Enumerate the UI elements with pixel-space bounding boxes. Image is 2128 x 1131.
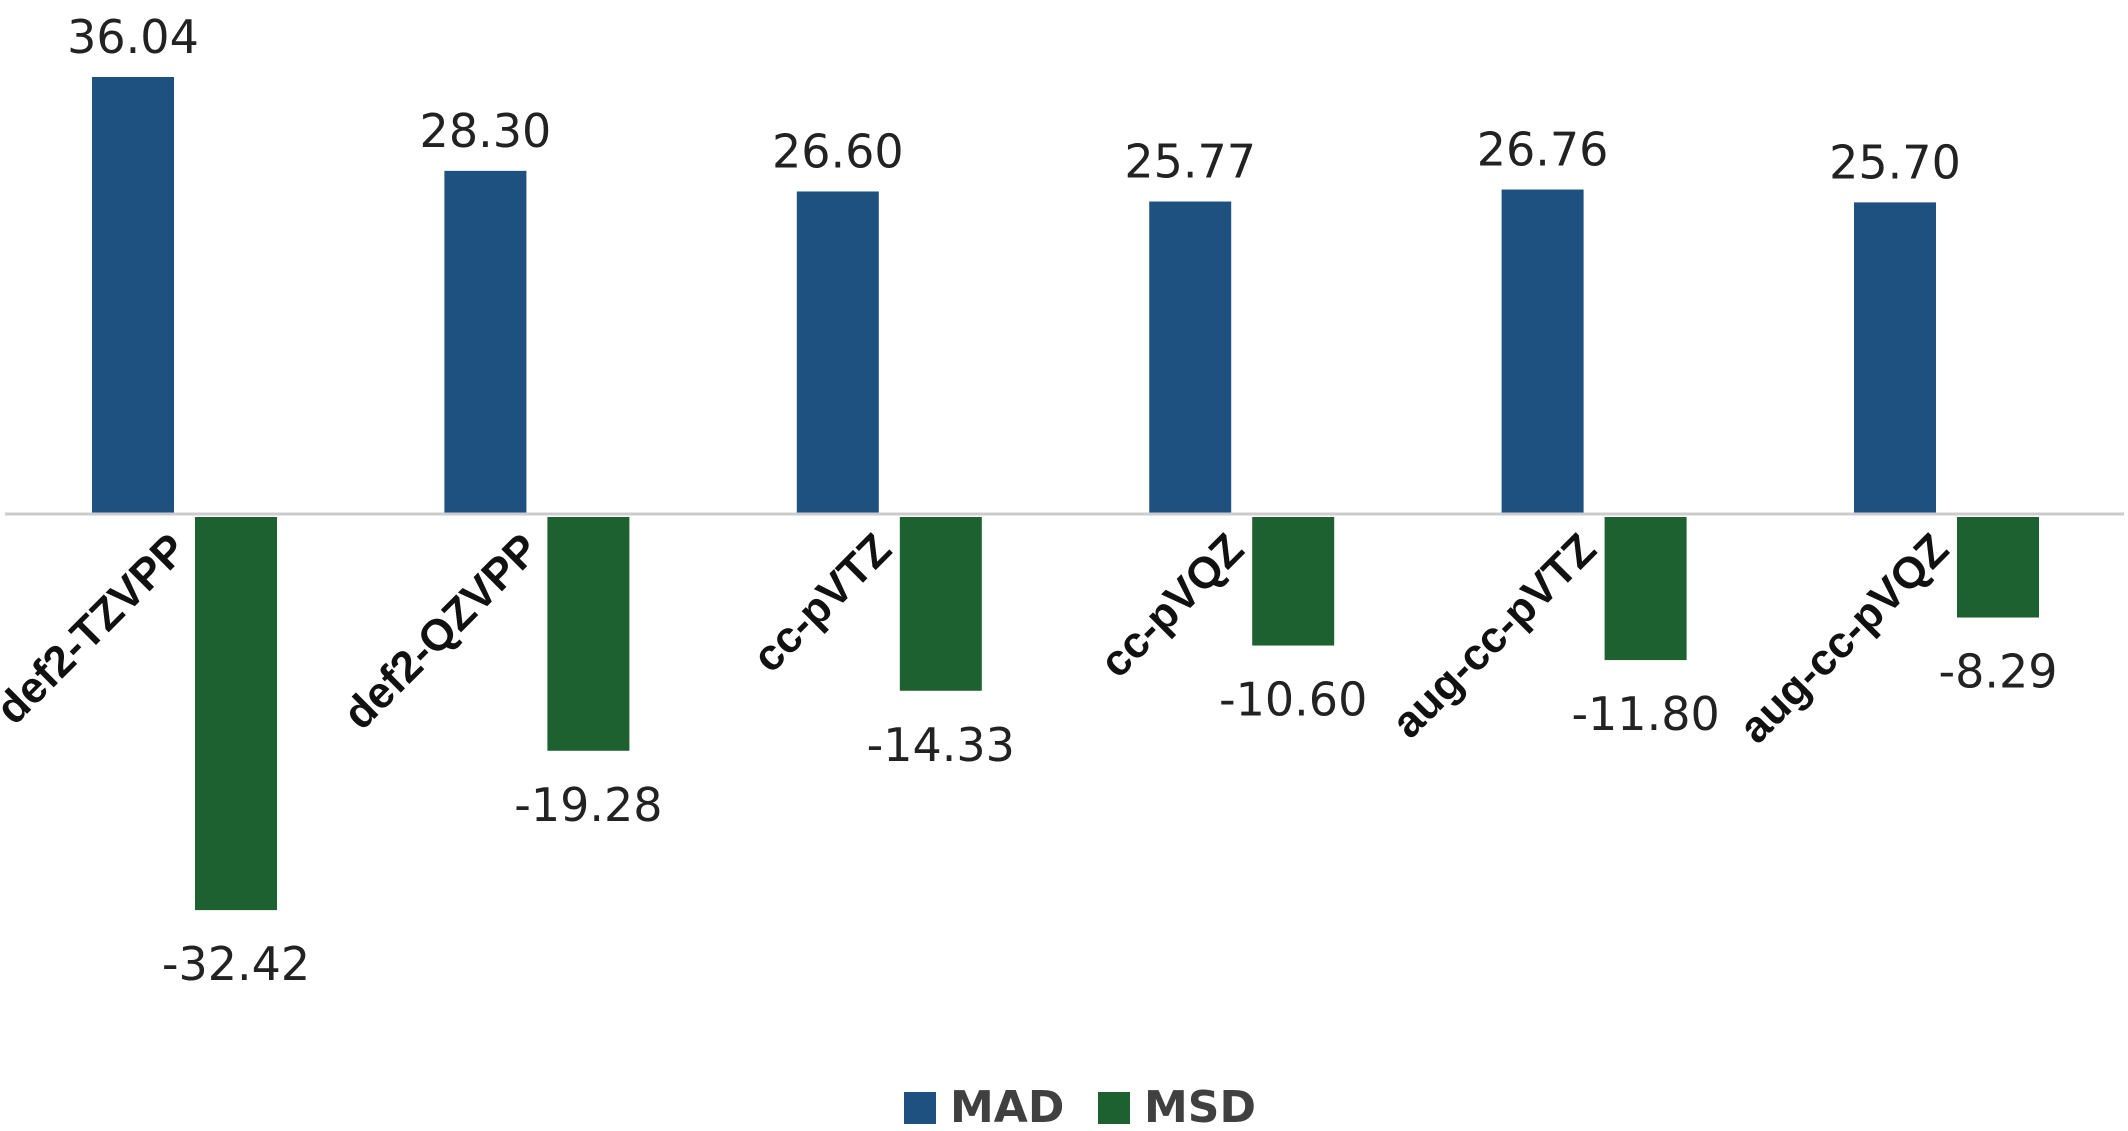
legend: MAD MSD <box>904 1082 1256 1131</box>
value-label-msd-3: -10.60 <box>1219 673 1367 727</box>
category-label-5: aug-cc-pVQZ <box>1730 524 1958 752</box>
bar-mad-0 <box>92 77 174 514</box>
bar-msd-0 <box>195 517 277 911</box>
value-label-msd-1: -19.28 <box>514 778 662 832</box>
legend-label-msd: MSD <box>1144 1082 1256 1131</box>
bar-msd-1 <box>547 517 630 751</box>
value-labels-layer: 36.04 -32.42 28.30 -19.28 26.60 -14.33 25.77 -1… <box>67 10 2057 991</box>
category-label-1: def2-QZVPP <box>334 524 548 738</box>
legend-swatch-mad <box>904 1092 936 1124</box>
bar-mad-3 <box>1149 201 1232 515</box>
legend-label-mad: MAD <box>950 1082 1064 1131</box>
bar-mad-5 <box>1854 202 1936 514</box>
bar-mad-2 <box>796 191 879 514</box>
bar-msd-2 <box>899 517 982 691</box>
bar-mad-4 <box>1501 189 1584 514</box>
bar-mad-1 <box>444 170 527 515</box>
category-label-2: cc-pVTZ <box>743 524 900 681</box>
bar-msd-5 <box>1957 517 2039 618</box>
value-label-mad-4: 26.76 <box>1477 123 1609 177</box>
value-label-mad-5: 25.70 <box>1829 135 1961 189</box>
value-label-mad-2: 26.60 <box>772 124 904 178</box>
bars-layer <box>92 77 2039 911</box>
value-label-msd-0: -32.42 <box>162 937 310 991</box>
value-label-msd-4: -11.80 <box>1571 687 1719 741</box>
bar-msd-3 <box>1252 517 1335 646</box>
legend-swatch-msd <box>1098 1092 1130 1124</box>
value-label-mad-1: 28.30 <box>420 104 552 158</box>
value-label-mad-0: 36.04 <box>67 10 199 64</box>
category-label-3: cc-pVQZ <box>1091 524 1254 687</box>
value-label-msd-5: -8.29 <box>1938 645 2057 699</box>
bar-msd-4 <box>1604 517 1687 661</box>
category-label-0: def2-TZVPP <box>0 524 196 733</box>
value-label-mad-3: 25.77 <box>1124 135 1256 189</box>
value-label-msd-2: -14.33 <box>867 718 1015 772</box>
